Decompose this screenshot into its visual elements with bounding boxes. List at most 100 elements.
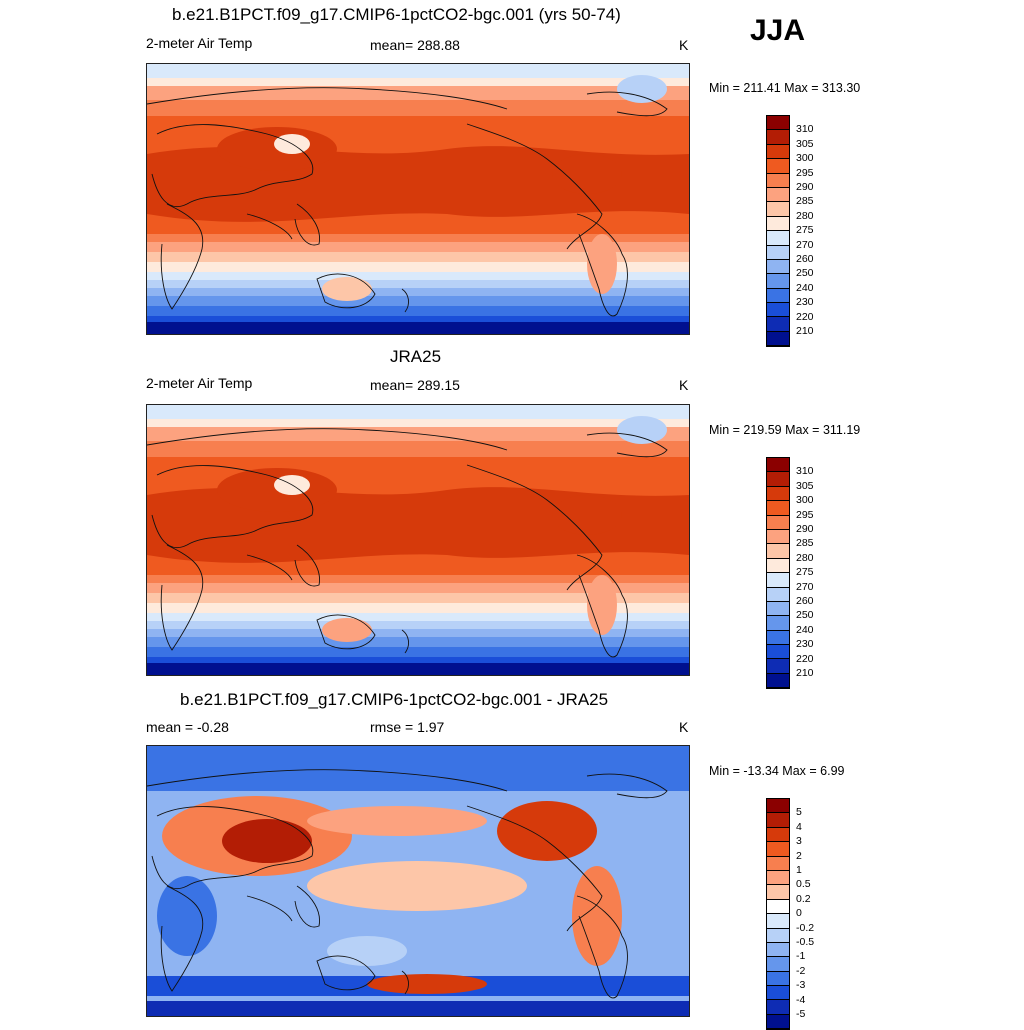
temperature-band: [147, 316, 689, 326]
panel-2-minmax-label: Min = 219.59 Max = 311.19: [709, 423, 861, 437]
panel-3-minmax-label: Min = -13.34 Max = 6.99: [709, 764, 845, 778]
temperature-band: [147, 637, 689, 647]
colorbar-swatch: [767, 870, 789, 886]
colorbar-swatch: [767, 601, 789, 617]
temperature-band: [147, 613, 689, 621]
temperature-band: [147, 288, 689, 296]
colorbar-swatch: [767, 630, 789, 646]
colorbar-swatch: [767, 245, 789, 260]
colorbar-tick-label: 275: [796, 224, 814, 237]
coastline: [294, 544, 320, 587]
colorbar-tick-label: 0.5: [796, 878, 811, 891]
panel-2-map: [146, 404, 690, 676]
colorbar-swatch: [767, 116, 789, 131]
temperature-band: [147, 575, 689, 583]
colorbar-tick-label: -2: [796, 964, 806, 977]
coastline: [246, 554, 293, 581]
panel-2-title: JRA25: [390, 347, 442, 366]
colorbar-tick-label: 240: [796, 281, 814, 294]
colorbar-tick-label: 310: [796, 123, 814, 136]
arctic-negative: [147, 746, 689, 791]
colorbar-tick-label: -1: [796, 950, 806, 963]
colorbar-swatch: [767, 971, 789, 987]
coastline: [160, 203, 204, 310]
temperature-band: [147, 100, 689, 116]
colorbar-tick-label: 300: [796, 494, 814, 507]
temperature-band: [147, 242, 689, 252]
colorbar-tick-label: 305: [796, 479, 814, 492]
coastline: [316, 614, 376, 650]
panel-3-colorbar: [766, 798, 790, 1030]
coastline: [401, 629, 409, 654]
coastline: [316, 273, 376, 309]
temperature-band: [147, 419, 689, 427]
temperature-band: [147, 621, 689, 629]
colorbar-swatch: [767, 472, 789, 487]
panel-3-map: [146, 745, 690, 1017]
panel-1-minmax-label: Min = 211.41 Max = 313.30: [709, 81, 861, 95]
colorbar-swatch: [767, 231, 789, 246]
north-pacific-positive: [307, 806, 487, 836]
panel-2-variable-label: 2-meter Air Temp: [146, 375, 253, 391]
australia-diff: [327, 936, 407, 966]
coastline: [160, 544, 204, 651]
coastline: [294, 203, 320, 246]
colorbar-swatch: [767, 856, 789, 871]
panel-3-title: b.e21.B1PCT.f09_g17.CMIP6-1pctCO2-bgc.00…: [180, 690, 609, 709]
temperature-band: [147, 306, 689, 316]
colorbar-swatch: [767, 558, 789, 574]
temperature-band: [147, 280, 689, 288]
colorbar-swatch: [767, 799, 789, 814]
panel-3-map-field: [147, 746, 689, 1016]
panel-3-rmse-label: rmse = 1.97: [370, 719, 445, 735]
colorbar-swatch: [767, 144, 789, 160]
colorbar-tick-label: -3: [796, 979, 806, 992]
colorbar-tick-label: 250: [796, 609, 814, 622]
temperature-band: [147, 252, 689, 262]
colorbar-tick-label: 220: [796, 310, 814, 323]
colorbar-swatch: [767, 317, 789, 332]
panel-2-units-label: K: [679, 377, 689, 393]
colorbar-tick-label: 280: [796, 209, 814, 222]
coastlines: [147, 87, 668, 317]
colorbar-tick-label: 260: [796, 253, 814, 265]
greenland-cold: [617, 75, 667, 103]
antarctica-cold: [147, 663, 689, 675]
temperature-band: [147, 647, 689, 657]
colorbar-tick-label: 295: [796, 166, 814, 179]
temperature-band: [147, 593, 689, 603]
temperature-band: [147, 262, 689, 272]
coastline: [160, 885, 204, 992]
temperature-band: [147, 234, 689, 242]
colorbar-swatch: [767, 544, 789, 559]
australia: [322, 618, 372, 642]
colorbar-swatch: [767, 202, 789, 217]
southern-ocean-positive: [367, 974, 487, 994]
colorbar-tick-label: 310: [796, 465, 814, 478]
colorbar-tick-label: 285: [796, 537, 814, 550]
colorbar-swatch: [767, 914, 789, 929]
colorbar-swatch: [767, 159, 789, 174]
colorbar-swatch: [767, 827, 789, 843]
north-america-warm: [552, 154, 622, 194]
panel-1-title: b.e21.B1PCT.f09_g17.CMIP6-1pctCO2-bgc.00…: [172, 5, 621, 24]
colorbar-swatch: [767, 458, 789, 473]
panel-1-mean-label: mean= 288.88: [370, 37, 460, 53]
colorbar-swatch: [767, 515, 789, 530]
temperature-band: [147, 583, 689, 593]
colorbar-tick-label: 220: [796, 652, 814, 665]
colorbar-tick-label: 250: [796, 267, 814, 280]
colorbar-tick-label: 270: [796, 580, 814, 593]
coastline: [586, 432, 668, 458]
coastline: [151, 465, 314, 549]
colorbar-tick-label: 5: [796, 806, 802, 819]
colorbar-swatch: [767, 942, 789, 958]
colorbar-swatch: [767, 187, 789, 203]
colorbar-tick-label: 285: [796, 195, 814, 208]
panel-1-variable-label: 2-meter Air Temp: [146, 35, 253, 51]
temperature-band: [147, 629, 689, 637]
colorbar-tick-label: 275: [796, 566, 814, 579]
colorbar-swatch: [767, 842, 789, 857]
colorbar-swatch: [767, 501, 789, 516]
colorbar-tick-label: 210: [796, 667, 814, 679]
